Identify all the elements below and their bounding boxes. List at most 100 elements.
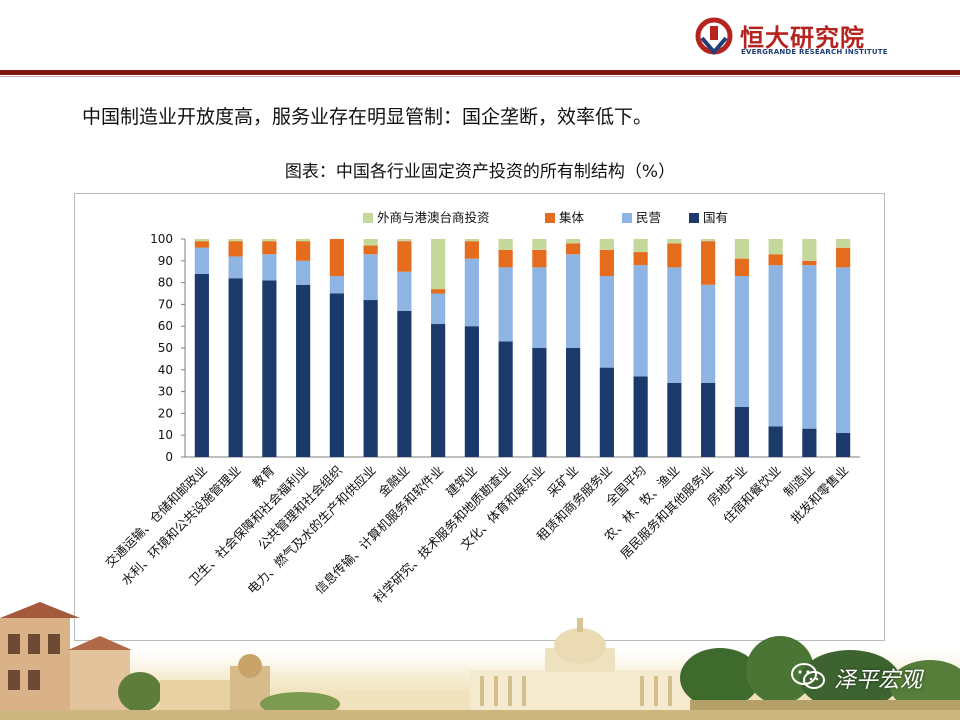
bar-segment	[701, 382, 716, 457]
bar-segment	[532, 348, 547, 457]
bar-segment	[431, 324, 446, 457]
legend-label: 国有	[703, 210, 728, 225]
bar-segment	[397, 241, 412, 272]
legend-label: 集体	[559, 210, 585, 225]
wechat-icon	[791, 663, 825, 689]
bar-segment	[329, 276, 344, 294]
bar-segment	[498, 267, 513, 342]
y-tick-label: 100	[150, 232, 173, 246]
bar-segment	[768, 265, 783, 427]
y-tick-label: 80	[158, 276, 173, 290]
bar-segment	[194, 273, 209, 457]
bar-segment	[701, 239, 716, 242]
bar-segment	[836, 267, 851, 434]
bar-segment	[701, 241, 716, 285]
x-category-label: 教育	[249, 463, 277, 491]
logo-english-name: EVERGRANDE RESEARCH INSTITUTE	[741, 48, 888, 56]
bar-segment	[836, 247, 851, 268]
bar-segment	[262, 254, 277, 281]
bar-segment	[532, 267, 547, 348]
y-tick-label: 40	[158, 363, 173, 377]
bar-segment	[532, 239, 547, 250]
y-tick-label: 10	[158, 428, 173, 442]
bar-segment	[228, 241, 243, 257]
bar-segment	[397, 239, 412, 242]
legend-swatch	[622, 213, 632, 223]
bar-segment	[768, 239, 783, 255]
bar-segment	[431, 293, 446, 325]
footer-building-scene	[0, 602, 960, 720]
bar-segment	[329, 293, 344, 457]
bar-segment	[228, 256, 243, 279]
bar-segment	[802, 260, 817, 266]
bar-segment	[296, 241, 311, 261]
y-tick-label: 60	[158, 319, 173, 333]
bar-segment	[633, 376, 648, 457]
bar-segment	[566, 254, 581, 348]
bar-segment	[566, 239, 581, 244]
bar-segment	[431, 239, 446, 290]
legend-label: 外商与港澳台商投资	[377, 210, 490, 225]
bar-segment	[397, 271, 412, 311]
chart-frame: 0 10 20 30 40 50 60 70 80 90 100 交通运输、仓储和邮政业 水利、环境和公…	[74, 193, 885, 641]
wechat-watermark: 泽平宏观	[790, 660, 950, 696]
bar-segment	[262, 280, 277, 457]
bar-segment	[599, 367, 614, 457]
bar-segment	[599, 276, 614, 368]
bar-segment	[363, 254, 378, 301]
bar-segment	[667, 267, 682, 383]
header-divider-thin	[0, 76, 960, 77]
bar-segment	[667, 239, 682, 244]
bar-segment	[566, 243, 581, 255]
bar-segment	[464, 258, 479, 327]
y-tick-label: 90	[158, 254, 173, 268]
bar-segment	[363, 239, 378, 246]
bar-segment	[194, 247, 209, 274]
watermark-text: 泽平宏观	[834, 668, 923, 693]
chart-title: 图表：中国各行业固定资产投资的所有制结构（%）	[284, 162, 676, 182]
bar-segment	[296, 239, 311, 242]
bar-segment	[228, 278, 243, 457]
bar-segment	[633, 265, 648, 377]
bar-segment	[836, 433, 851, 457]
bar-segment	[734, 258, 749, 277]
bar-segment	[599, 249, 614, 277]
bar-segment	[464, 239, 479, 242]
bar-segment	[667, 382, 682, 457]
bar-segment	[296, 260, 311, 285]
bar-segment	[464, 241, 479, 259]
bar-segment	[363, 300, 378, 457]
y-tick-label: 70	[158, 297, 173, 311]
y-tick-label: 50	[158, 341, 173, 355]
logo-chinese-name: 恒大研究院	[740, 24, 865, 52]
bar-segment	[532, 249, 547, 268]
bar-segment	[498, 239, 513, 250]
bar-segment	[667, 243, 682, 268]
bar-segment	[734, 239, 749, 259]
bar-segment	[836, 239, 851, 248]
header-bar: 恒大研究院 EVERGRANDE RESEARCH INSTITUTE	[0, 0, 960, 74]
bar-segment	[633, 252, 648, 266]
bar-segment	[363, 245, 378, 255]
bar-segment	[262, 239, 277, 242]
evergrande-logo-icon	[695, 17, 733, 56]
bar-segment	[802, 428, 817, 457]
bar-segment	[768, 254, 783, 266]
header-divider	[0, 70, 960, 75]
bar-segment	[228, 239, 243, 242]
legend-swatch	[545, 213, 555, 223]
legend-swatch	[363, 213, 373, 223]
bar-segment	[599, 239, 614, 250]
bar-segment	[464, 326, 479, 457]
bar-segment	[633, 239, 648, 253]
legend-label: 民营	[636, 210, 661, 225]
bar-segment	[431, 289, 446, 294]
evergrande-logo: 恒大研究院 EVERGRANDE RESEARCH INSTITUTE	[694, 16, 888, 62]
bar-segment	[734, 276, 749, 407]
bar-segment	[802, 265, 817, 429]
slide-headline: 中国制造业开放度高，服务业存在明显管制：国企垄断，效率低下。	[82, 106, 653, 128]
bar-segment	[768, 426, 783, 457]
y-tick-label: 0	[165, 450, 173, 464]
bar-segment	[194, 241, 209, 248]
bar-segment	[329, 239, 344, 277]
